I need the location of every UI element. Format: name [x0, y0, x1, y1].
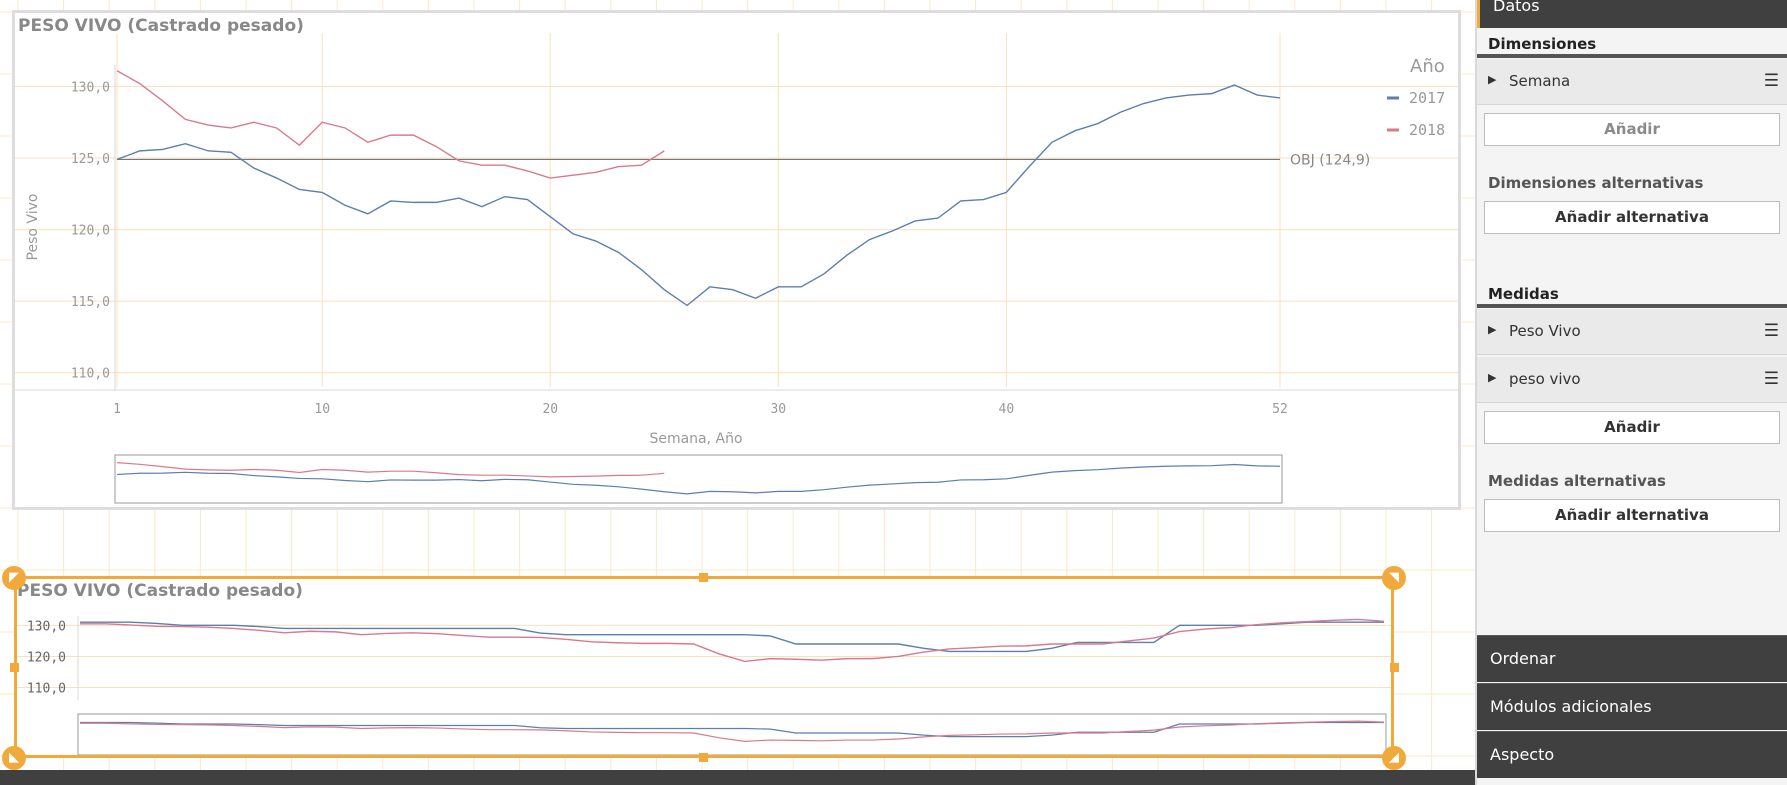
triangle-right-icon[interactable]: ▶ — [1488, 73, 1497, 86]
line-chart-main[interactable]: 130,0 125,0 120,0 115,0 110,0 1 10 20 30 40 52 Sema… — [15, 13, 1458, 507]
y-tick-label: 130,0 — [71, 80, 110, 95]
hamburger-menu-icon[interactable]: ☰ — [1763, 321, 1779, 341]
line-chart-secondary[interactable]: 130,0 120,0 110,0 — [14, 578, 1394, 756]
x-tick-label: 1 — [113, 402, 121, 417]
x-tick-label: 52 — [1272, 402, 1288, 417]
chart-title: PESO VIVO (Castrado pesado) — [18, 16, 304, 36]
alt-medidas-label: Medidas alternativas — [1488, 472, 1666, 490]
y-tick-label: 115,0 — [71, 295, 110, 310]
resize-handle-bottom-left-icon[interactable]: ◣ — [2, 746, 26, 770]
resize-handle-left-icon[interactable] — [10, 663, 19, 672]
x-tick-label: 30 — [770, 402, 786, 417]
resize-handle-top-icon[interactable] — [699, 573, 708, 582]
resize-handle-top-left-icon[interactable]: ◤ — [2, 566, 26, 590]
medidas-divider — [1477, 304, 1787, 308]
hamburger-menu-icon[interactable]: ☰ — [1763, 71, 1779, 91]
y-tick-label: 110,0 — [27, 682, 66, 697]
tab-aspecto-label: Aspecto — [1490, 745, 1555, 764]
add-dimension-button[interactable]: Añadir — [1484, 113, 1780, 146]
measure-item-peso-vivo[interactable]: ▶ Peso Vivo ☰ — [1477, 309, 1787, 355]
tab-ordenar-label: Ordenar — [1490, 649, 1556, 668]
bottom-bar — [0, 770, 1787, 785]
y-axis-title: Peso Vivo — [25, 194, 41, 261]
y-tick-label: 120,0 — [27, 650, 66, 665]
resize-handle-right-icon[interactable] — [1390, 663, 1399, 672]
series-line-2018 — [116, 70, 665, 179]
y-tick-label: 110,0 — [71, 367, 110, 382]
chart-peso-vivo-main[interactable]: PESO VIVO (Castrado pesado) 130,0 125,0 12… — [12, 10, 1461, 510]
add-alt-measure-button[interactable]: Añadir alternativa — [1484, 499, 1780, 532]
alt-dimensiones-label: Dimensiones alternativas — [1488, 174, 1704, 192]
y-tick-label: 120,0 — [71, 224, 110, 239]
chart-peso-vivo-secondary[interactable]: PESO VIVO (Castrado pesado) 130,0 120,0 11… — [14, 578, 1394, 756]
measure-item-peso-vivo-2[interactable]: ▶ peso vivo ☰ — [1477, 357, 1787, 403]
medidas-heading: Medidas — [1488, 285, 1559, 303]
x-tick-label: 20 — [542, 402, 558, 417]
measure-label: peso vivo — [1509, 370, 1581, 388]
section-datos-label: Datos — [1493, 0, 1540, 15]
resize-handle-bottom-right-icon[interactable]: ◢ — [1382, 746, 1406, 770]
properties-panel: Datos Dimensiones ▶ Semana ☰ Añadir Dime… — [1475, 0, 1787, 785]
y-tick-label: 130,0 — [27, 619, 66, 634]
section-datos-header[interactable]: Datos — [1477, 0, 1787, 28]
reference-line-label: OBJ (124,9) — [1290, 152, 1370, 168]
x-axis-title: Semana, Año — [649, 431, 742, 447]
dimension-label: Semana — [1509, 72, 1571, 90]
mini-chart-frame — [77, 713, 1387, 756]
series-line-2017 — [116, 84, 1281, 307]
hamburger-menu-icon[interactable]: ☰ — [1763, 369, 1779, 389]
chart-title-secondary: PESO VIVO (Castrado pesado) — [17, 581, 303, 601]
series-line-blue — [80, 621, 1384, 653]
mini-chart-frame — [114, 454, 1283, 504]
triangle-right-icon[interactable]: ▶ — [1488, 371, 1497, 384]
mini-series-line — [116, 462, 665, 478]
legend-entry: 2017 — [1409, 89, 1445, 107]
resize-handle-bottom-icon[interactable] — [699, 753, 708, 762]
y-tick-label: 125,0 — [71, 152, 110, 167]
sheet-canvas[interactable]: PESO VIVO (Castrado pesado) 130,0 125,0 12… — [0, 0, 1475, 770]
x-tick-label: 10 — [314, 402, 330, 417]
add-alt-dimension-button[interactable]: Añadir alternativa — [1484, 201, 1780, 234]
series-line-red — [80, 618, 1385, 663]
mini-series-line — [116, 463, 1281, 495]
legend-entry: 2018 — [1409, 121, 1445, 139]
mini-series-line — [80, 720, 1385, 743]
dimension-item-semana[interactable]: ▶ Semana ☰ — [1477, 59, 1787, 105]
legend-title: Año — [1410, 56, 1445, 77]
tab-aspecto[interactable]: Aspecto — [1477, 731, 1787, 778]
measure-label: Peso Vivo — [1509, 322, 1581, 340]
tab-modulos-adicionales[interactable]: Módulos adicionales — [1477, 683, 1787, 730]
dimensiones-divider — [1477, 54, 1787, 58]
add-measure-button[interactable]: Añadir — [1484, 411, 1780, 444]
dimensiones-heading: Dimensiones — [1488, 35, 1597, 53]
triangle-right-icon[interactable]: ▶ — [1488, 323, 1497, 336]
x-tick-label: 40 — [999, 402, 1015, 417]
tab-modulos-label: Módulos adicionales — [1490, 697, 1652, 716]
resize-handle-top-right-icon[interactable]: ◥ — [1382, 566, 1406, 590]
tab-ordenar[interactable]: Ordenar — [1477, 635, 1787, 682]
